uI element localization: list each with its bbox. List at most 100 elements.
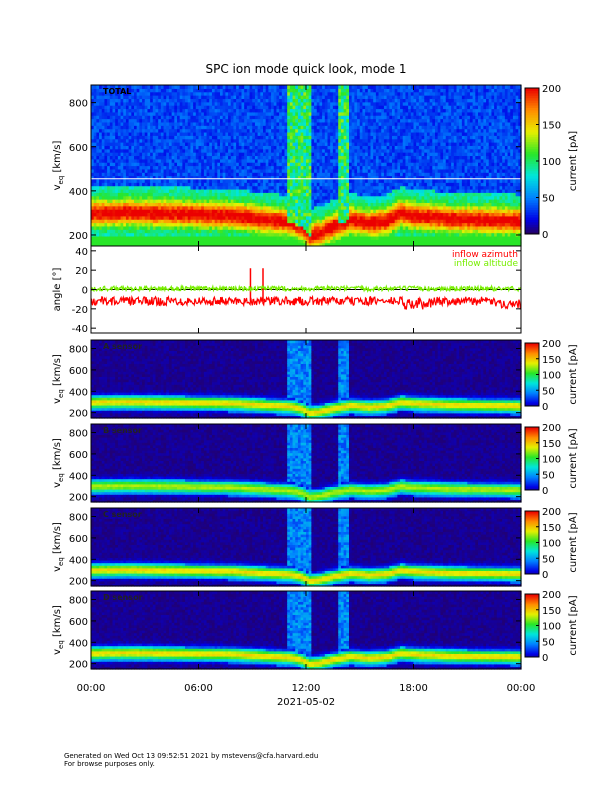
spectrogram-cell: [104, 235, 108, 240]
spectrogram-cell: [257, 101, 261, 106]
spectrogram-cell: [273, 101, 278, 106]
spectrogram-cell: [120, 199, 124, 203]
spectrogram-cell: [93, 98, 97, 103]
spectrogram-cell: [268, 242, 272, 247]
spectrogram-cell: [134, 142, 138, 146]
spectrogram-cell: [206, 138, 210, 143]
spectrogram-cell: [222, 85, 226, 89]
spectrogram-cell: [171, 239, 175, 244]
spectrogram-cell: [99, 101, 103, 106]
spectrogram-cell: [211, 108, 216, 113]
spectrogram-cell: [265, 235, 269, 240]
spectrogram-cell: [211, 128, 216, 133]
spectrogram-cell: [225, 148, 229, 153]
spectrogram-cell: [139, 142, 143, 146]
spectrogram-cell: [238, 202, 243, 207]
spectrogram-cell: [152, 232, 157, 237]
spectrogram-cell: [241, 229, 245, 234]
spectrogram-cell: [91, 138, 95, 143]
spectrogram-cell: [123, 118, 127, 123]
spectrogram-cell: [101, 162, 106, 167]
spectrogram-cell: [171, 225, 175, 230]
spectrogram-cell: [117, 142, 122, 146]
spectrogram-cell: [96, 88, 100, 93]
spectrogram-cell: [254, 85, 259, 89]
spectrogram-cell: [158, 215, 162, 220]
spectrogram-cell: [211, 101, 216, 106]
spectrogram-cell: [195, 108, 200, 113]
spectrogram-cell: [217, 168, 221, 173]
spectrogram-cell: [238, 131, 243, 136]
spectrogram-cell: [101, 212, 106, 217]
spectrogram-cell: [117, 178, 122, 183]
spectrogram-cell: [166, 195, 170, 200]
spectrogram-cell: [206, 101, 210, 106]
spectrogram-cell: [166, 232, 170, 237]
spectrogram-cell: [160, 219, 165, 224]
spectrogram-cell: [190, 118, 194, 123]
spectrogram-cell: [93, 88, 97, 93]
spectrogram-cell: [241, 192, 245, 197]
spectrogram-cell: [115, 182, 119, 187]
spectrogram-cell: [115, 131, 119, 136]
spectrogram-cell: [230, 239, 235, 244]
spectrogram-cell: [163, 148, 167, 153]
spectrogram-cell: [131, 172, 135, 177]
spectrogram-cell: [115, 95, 119, 100]
spectrogram-cell: [168, 152, 173, 157]
spectrogram-cell: [190, 88, 194, 93]
spectrogram-cell: [222, 145, 226, 150]
spectrogram-cell: [273, 205, 278, 210]
spectrogram-cell: [238, 128, 243, 133]
spectrogram-cell: [195, 128, 200, 133]
spectrogram-cell: [182, 88, 186, 93]
spectrogram-cell: [136, 242, 140, 247]
spectrogram-cell: [230, 242, 235, 247]
spectrogram-cell: [134, 105, 138, 110]
spectrogram-cell: [150, 182, 154, 187]
spectrogram-cell: [263, 118, 267, 123]
spectrogram-cell: [220, 195, 224, 200]
spectrogram-cell: [131, 98, 135, 103]
spectrogram-cell: [125, 131, 130, 136]
spectrogram-cell: [152, 158, 157, 163]
spectrogram-cell: [171, 195, 175, 200]
spectrogram-cell: [177, 108, 181, 113]
spectrogram-cell: [254, 88, 259, 93]
spectrogram-cell: [177, 131, 181, 136]
spectrogram-cell: [177, 85, 181, 89]
spectrogram-cell: [150, 91, 154, 96]
spectrogram-cell: [174, 88, 178, 93]
spectrogram-cell: [193, 128, 197, 133]
spectrogram-cell: [209, 148, 213, 153]
spectrogram-cell: [93, 162, 97, 167]
spectrogram-cell: [168, 115, 173, 120]
spectrogram-cell: [182, 155, 186, 160]
spectrogram-cell: [142, 148, 146, 153]
spectrogram-cell: [206, 178, 210, 183]
spectrogram-cell: [225, 222, 229, 227]
spectrogram-cell: [276, 88, 280, 93]
spectrogram-cell: [214, 199, 218, 203]
spectrogram-cell: [120, 175, 124, 180]
spectrogram-cell: [241, 121, 245, 126]
spectrogram-cell: [177, 148, 181, 153]
spectrogram-cell: [222, 165, 226, 170]
spectrogram-cell: [190, 121, 194, 126]
spectrogram-cell: [101, 199, 106, 203]
spectrogram-cell: [241, 242, 245, 247]
spectrogram-cell: [139, 202, 143, 207]
spectrogram-cell: [236, 212, 240, 217]
spectrogram-cell: [230, 215, 235, 220]
spectrogram-cell: [109, 212, 114, 217]
spectrogram-cell: [252, 91, 256, 96]
spectrogram-cell: [128, 235, 132, 240]
spectrogram-cell: [230, 108, 235, 113]
spectrogram-cell: [193, 188, 197, 193]
spectrogram-cell: [147, 115, 151, 120]
spectrogram-cell: [179, 182, 183, 187]
spectrogram-cell: [152, 239, 157, 244]
spectrogram-cell: [238, 232, 243, 237]
spectrogram-cell: [252, 148, 256, 153]
spectrogram-cell: [160, 212, 165, 217]
